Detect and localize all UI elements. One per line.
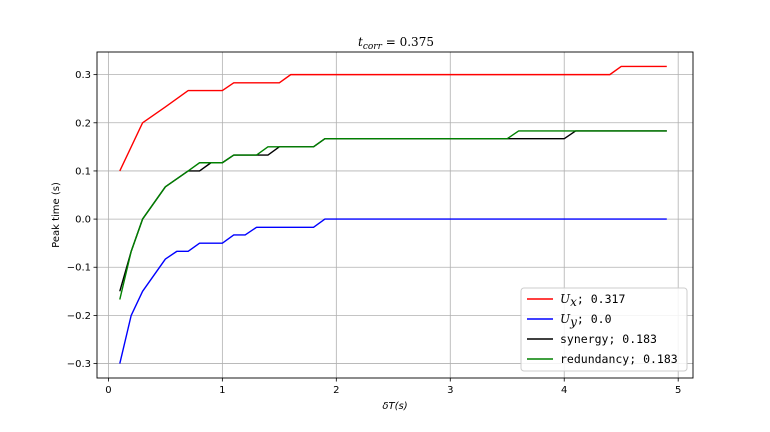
legend-label-0: Ux; 0.317 bbox=[560, 292, 625, 309]
series-line-1 bbox=[119, 218, 667, 364]
y-tick-label: −0.2 bbox=[67, 311, 91, 322]
x-tick-label: 5 bbox=[675, 385, 681, 396]
axis-ticks: 0 1 2 3 4 5 −0.3 −0.2 −0.1 0.0 0.1 0.2 0.3 bbox=[67, 70, 682, 396]
series-line-0 bbox=[119, 65, 667, 172]
series-lines bbox=[119, 65, 667, 364]
y-axis-label: Peak time (s) bbox=[51, 182, 62, 248]
y-tick-label: 0.0 bbox=[75, 215, 91, 226]
y-tick-label: 0.3 bbox=[75, 70, 91, 81]
y-tick-label: −0.3 bbox=[67, 359, 91, 370]
x-tick-label: 3 bbox=[447, 385, 453, 396]
x-tick-label: 1 bbox=[219, 385, 225, 396]
x-tick-label: 4 bbox=[561, 385, 567, 396]
x-tick-label: 2 bbox=[333, 385, 339, 396]
x-tick-label: 0 bbox=[105, 385, 111, 396]
legend-label-2: synergy; 0.183 bbox=[560, 332, 657, 346]
plot-frame bbox=[96, 51, 694, 379]
series-line-3 bbox=[119, 130, 667, 300]
y-tick-label: 0.1 bbox=[75, 166, 91, 177]
legend-label-1: Uy; 0.0 bbox=[560, 312, 612, 329]
legend-label-3: redundancy; 0.183 bbox=[560, 352, 678, 366]
legend-box bbox=[520, 287, 688, 372]
x-axis-label: δT(s) bbox=[382, 401, 407, 412]
y-tick-label: 0.2 bbox=[75, 118, 91, 129]
legend: Ux; 0.317 Uy; 0.0 synergy; 0.183 redundancy… bbox=[520, 287, 688, 372]
y-tick-label: −0.1 bbox=[67, 263, 91, 274]
chart-title: tcorr = 0.375 bbox=[358, 35, 434, 52]
